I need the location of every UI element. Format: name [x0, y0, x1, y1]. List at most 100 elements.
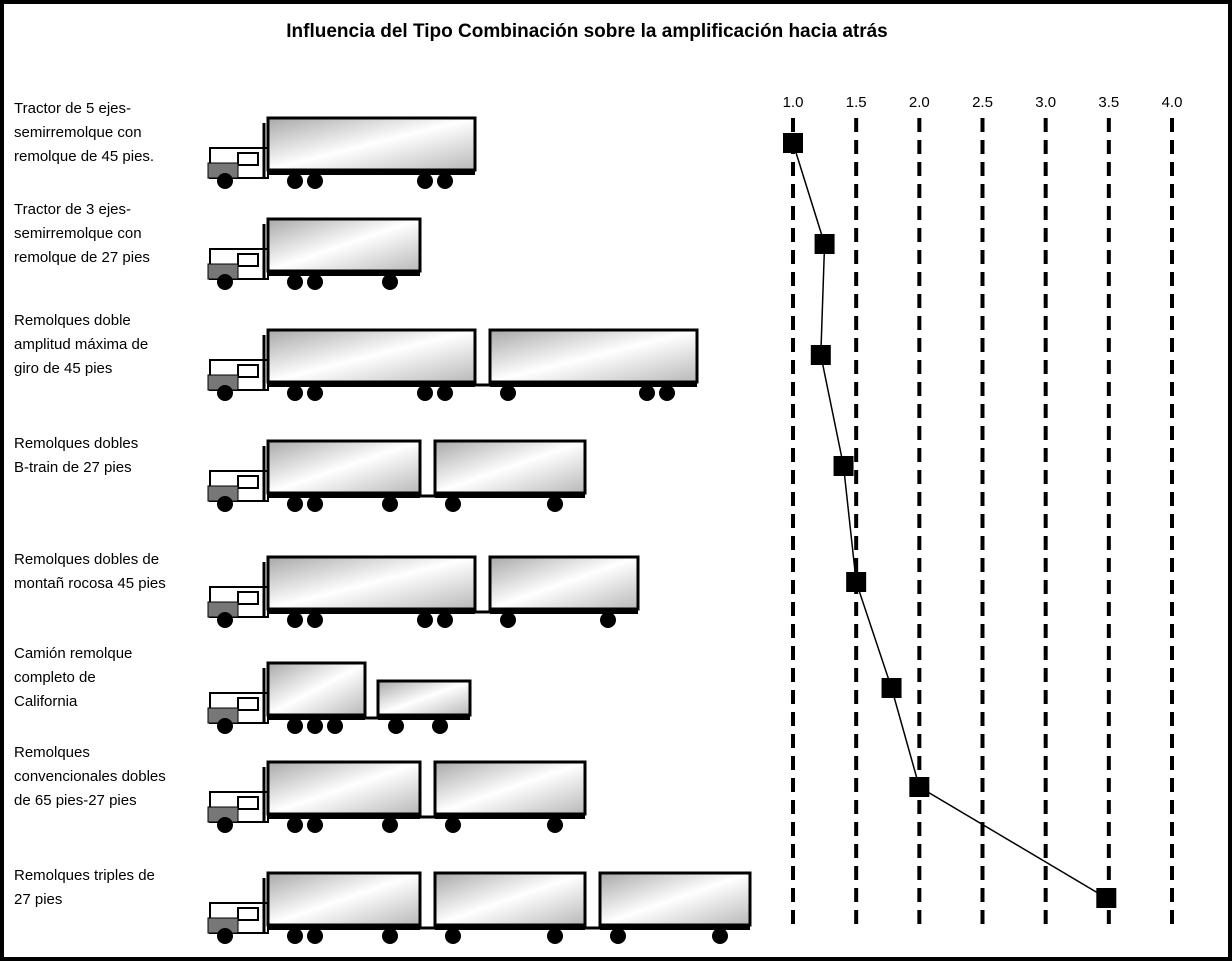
wheel [307, 173, 323, 189]
trailer [266, 439, 422, 495]
wheel [445, 817, 461, 833]
wheel [445, 928, 461, 944]
wheel [659, 385, 675, 401]
wheel [217, 817, 233, 833]
x-tick-label: 1.0 [783, 94, 804, 111]
truck-cab-window [237, 152, 259, 166]
truck-cab-window [237, 253, 259, 267]
category-label: B-train de 27 pies [14, 459, 132, 476]
wheel [382, 496, 398, 512]
category-label: Remolques doble [14, 312, 131, 329]
data-point [909, 777, 930, 797]
wheel [432, 718, 448, 734]
wheel [382, 817, 398, 833]
wheel [712, 928, 728, 944]
trailer [433, 760, 587, 816]
category-label: giro de 45 pies [14, 360, 112, 377]
category-label: semirremolque con [14, 225, 142, 242]
data-point [814, 234, 835, 254]
wheel [217, 612, 233, 628]
wheel [287, 612, 303, 628]
trailer [433, 871, 587, 927]
wheel [307, 612, 323, 628]
category-label: Tractor de 5 ejes- [14, 100, 131, 117]
wheel [547, 817, 563, 833]
category-label: de 65 pies-27 pies [14, 792, 137, 809]
x-tick-label: 3.5 [1098, 94, 1119, 111]
wheel [287, 385, 303, 401]
category-label: convencionales dobles [14, 768, 166, 785]
category-label: completo de [14, 669, 96, 686]
x-tick-label: 2.5 [972, 94, 993, 111]
wheel [417, 612, 433, 628]
trailer [266, 661, 367, 717]
trailer [488, 328, 699, 384]
wheel [417, 173, 433, 189]
wheel [217, 718, 233, 734]
wheel [287, 928, 303, 944]
wheel [307, 496, 323, 512]
data-point [833, 456, 854, 476]
category-label: semirremolque con [14, 124, 142, 141]
wheel [639, 385, 655, 401]
category-label: Remolques triples de [14, 867, 155, 884]
wheel [547, 928, 563, 944]
wheel [437, 612, 453, 628]
trailer [266, 328, 477, 384]
wheel [217, 274, 233, 290]
wheel [547, 496, 563, 512]
data-point [1096, 888, 1117, 908]
truck-cab-window [237, 907, 259, 921]
wheel [445, 496, 461, 512]
truck-cab-window [237, 796, 259, 810]
trailer [266, 760, 422, 816]
wheel [287, 173, 303, 189]
x-tick-label: 1.5 [846, 94, 867, 111]
truck-illustrations [207, 116, 752, 944]
wheel [500, 612, 516, 628]
wheel [500, 385, 516, 401]
chart-title: Influencia del Tipo Combinación sobre la… [286, 21, 887, 42]
trailer [376, 679, 472, 717]
trailer [266, 871, 422, 927]
wheel [287, 817, 303, 833]
category-label: Remolques [14, 744, 90, 761]
data-point [783, 133, 803, 153]
truck-cab-window [237, 364, 259, 378]
wheel [307, 274, 323, 290]
wheel [287, 718, 303, 734]
category-label: Remolques dobles [14, 435, 138, 452]
truck-cab-window [237, 697, 259, 711]
data-point [846, 572, 867, 592]
wheel [217, 173, 233, 189]
wheel [417, 385, 433, 401]
x-tick-label: 3.0 [1035, 94, 1056, 111]
category-label: amplitud máxima de [14, 336, 148, 353]
wheel [327, 718, 343, 734]
category-label: montañ rocosa 45 pies [14, 575, 166, 592]
trailer [433, 439, 587, 495]
data-line [792, 142, 1107, 899]
category-label: Remolques dobles de [14, 551, 159, 568]
wheel [600, 612, 616, 628]
x-tick-label: 2.0 [909, 94, 930, 111]
category-label: remolque de 27 pies [14, 249, 150, 266]
trailer [488, 555, 640, 611]
trailer [598, 871, 752, 927]
trailer [266, 116, 477, 172]
data-point [810, 345, 831, 365]
wheel [217, 496, 233, 512]
wheel [307, 928, 323, 944]
data-point [881, 678, 902, 698]
wheel [382, 928, 398, 944]
wheel [382, 274, 398, 290]
x-tick-label: 4.0 [1162, 94, 1183, 111]
wheel [437, 173, 453, 189]
wheel [307, 385, 323, 401]
category-label: 27 pies [14, 891, 62, 908]
category-label: California [14, 693, 78, 710]
category-label: Camión remolque [14, 645, 132, 662]
wheel [217, 928, 233, 944]
